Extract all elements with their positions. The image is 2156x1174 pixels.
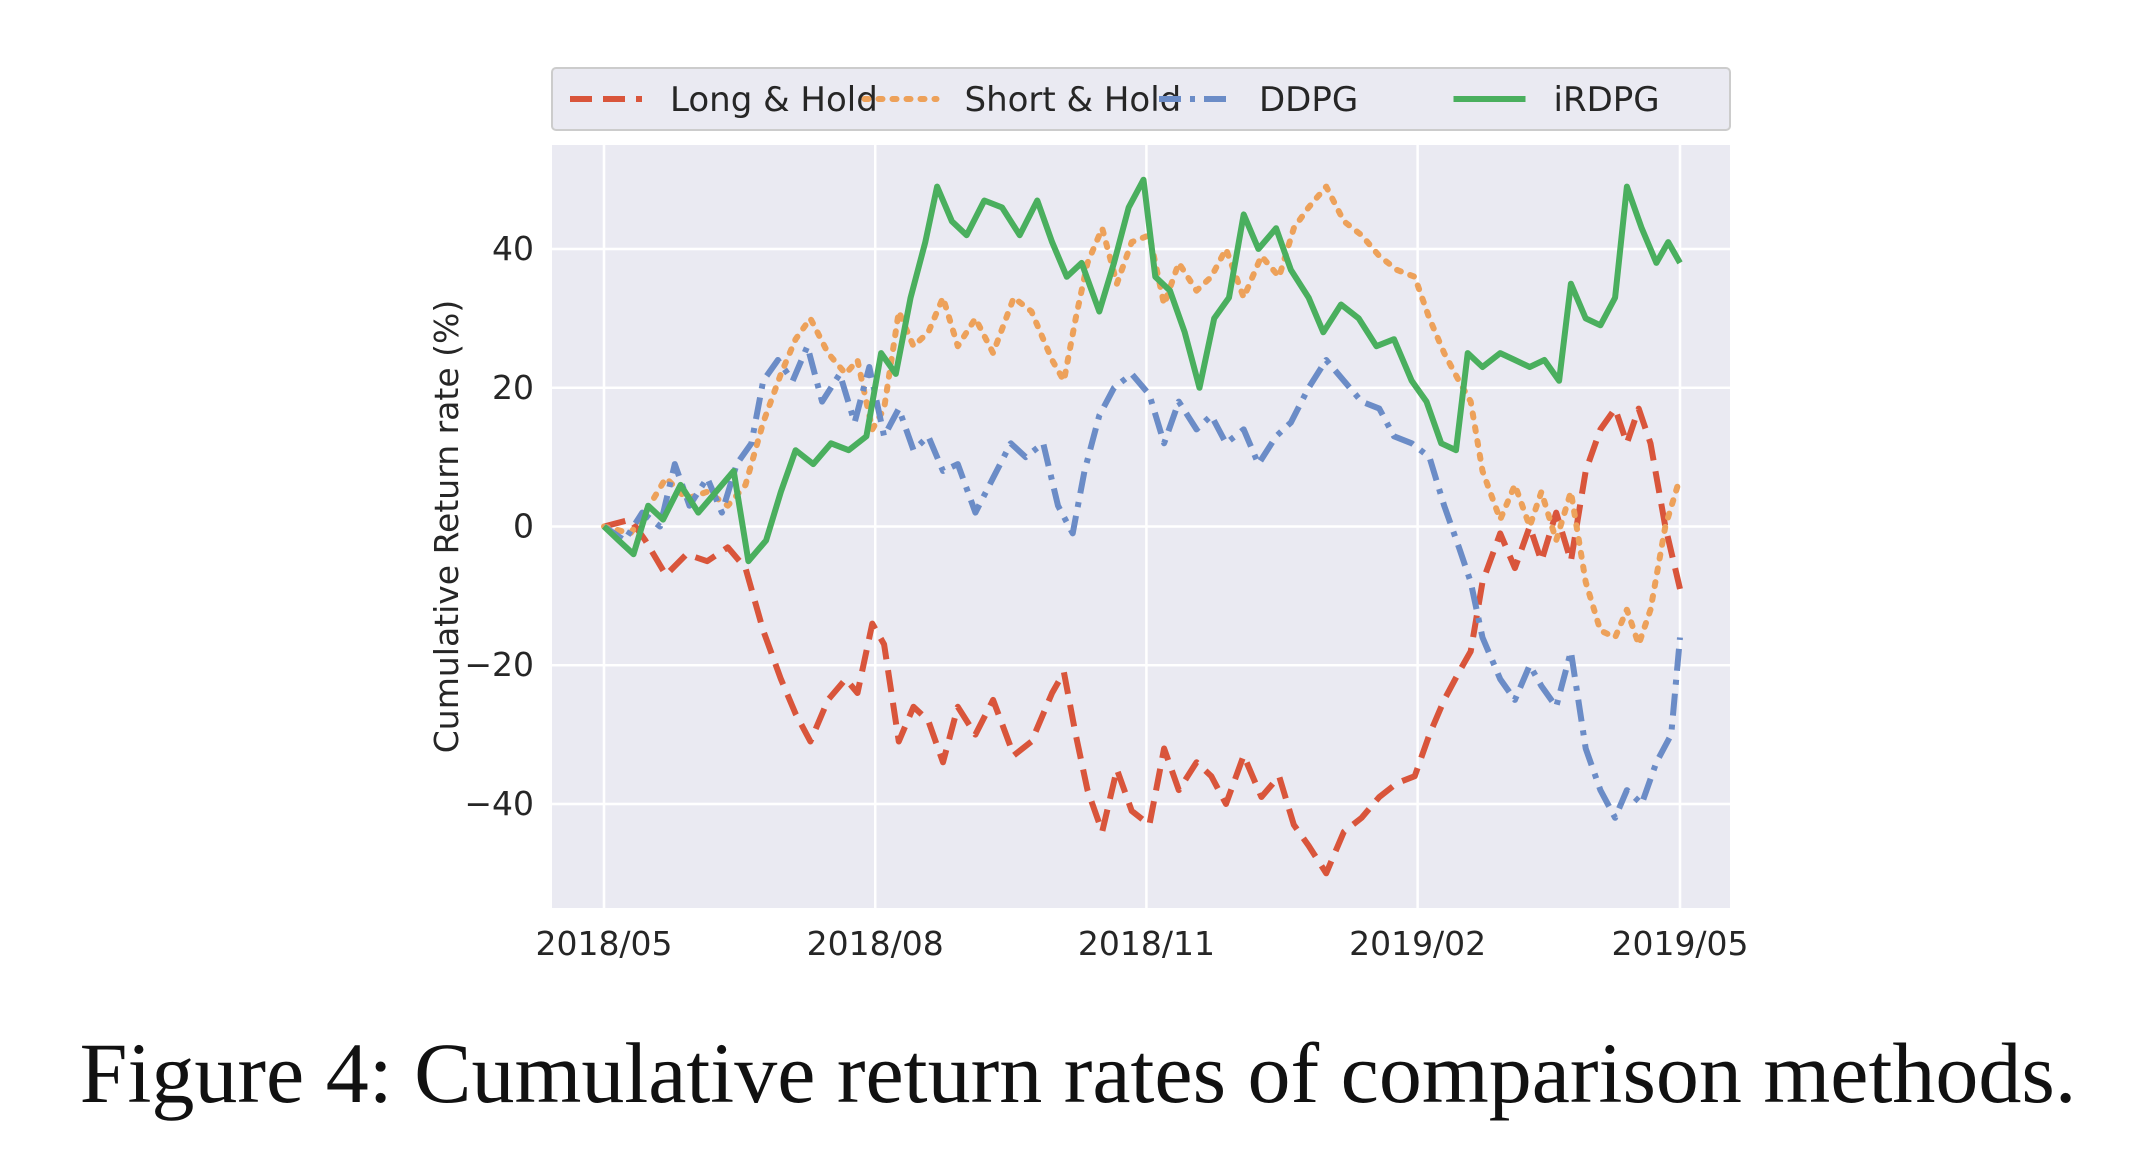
x-axis-ticks: 2018/05 2018/08 2018/11 2019/02 2019/05 bbox=[535, 924, 1748, 963]
series-line-irdpg bbox=[601, 176, 1683, 565]
y-tick-label: 20 bbox=[492, 368, 534, 407]
figure-caption: Figure 4: Cumulative return rates of com… bbox=[79, 1025, 2077, 1121]
x-tick-label: 2018/05 bbox=[535, 924, 672, 963]
y-tick-label: −40 bbox=[464, 784, 534, 823]
series-line-short-hold bbox=[601, 183, 1683, 648]
x-tick-label: 2019/02 bbox=[1349, 924, 1486, 963]
x-tick-label: 2018/08 bbox=[807, 924, 944, 963]
legend-label: iRDPG bbox=[1554, 80, 1660, 120]
series-line-long-hold bbox=[603, 405, 1683, 877]
x-tick-label: 2019/05 bbox=[1611, 924, 1748, 963]
legend-label: Long & Hold bbox=[670, 80, 878, 120]
legend-label: DDPG bbox=[1259, 80, 1358, 120]
x-tick-label: 2018/11 bbox=[1078, 924, 1215, 963]
line-chart: −40 −20 0 20 40 2018/05 2018/08 2018/11 2019/02… bbox=[427, 67, 1749, 963]
grid bbox=[552, 145, 1730, 908]
y-axis-label: Cumulative Return rate (%) bbox=[427, 300, 466, 753]
legend: Long & Hold Short & Hold DDPG iRDPG bbox=[551, 67, 1731, 131]
series-lines bbox=[601, 176, 1683, 877]
y-axis-ticks: −40 −20 0 20 40 bbox=[464, 229, 534, 823]
legend-label: Short & Hold bbox=[965, 80, 1182, 120]
y-tick-label: 0 bbox=[513, 507, 534, 546]
y-tick-label: −20 bbox=[464, 645, 534, 684]
legend-box bbox=[551, 67, 1731, 131]
y-tick-label: 40 bbox=[492, 229, 534, 268]
